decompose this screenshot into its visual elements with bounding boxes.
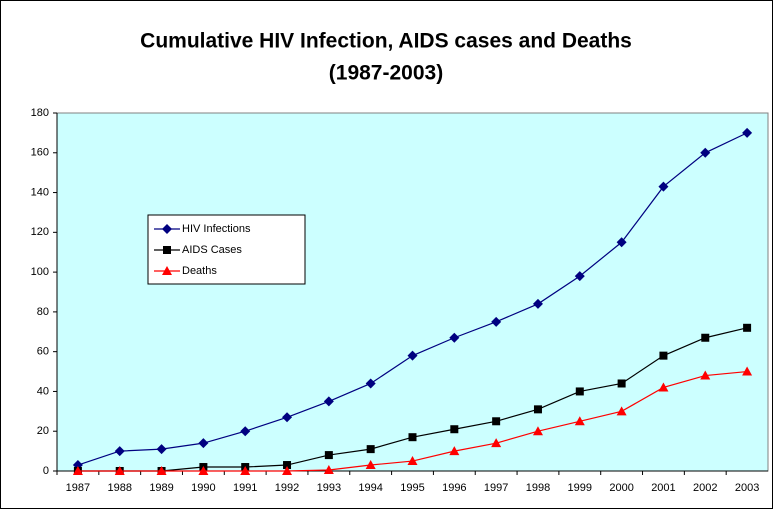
x-tick-label: 2003 [735, 482, 759, 494]
marker [156, 466, 167, 475]
marker [700, 147, 711, 158]
x-tick-label: 1998 [526, 482, 550, 494]
legend-label: HIV Infections [182, 223, 251, 235]
y-tick-label: 0 [43, 465, 49, 477]
marker [533, 405, 542, 414]
marker [659, 351, 668, 360]
marker [574, 271, 585, 282]
marker [491, 316, 502, 327]
x-tick-label: 1994 [358, 482, 382, 494]
x-tick-label: 1995 [400, 482, 424, 494]
marker [198, 466, 209, 475]
marker [366, 445, 375, 454]
marker [240, 426, 251, 437]
y-tick-label: 20 [37, 425, 49, 437]
marker [574, 416, 585, 426]
y-tick-label: 60 [37, 346, 49, 358]
x-tick-label: 2002 [693, 482, 717, 494]
marker [408, 433, 417, 442]
marker [283, 461, 292, 470]
marker [701, 333, 710, 342]
marker [658, 382, 669, 392]
marker [114, 466, 125, 475]
y-tick-label: 120 [31, 226, 49, 238]
x-tick-label: 1996 [442, 482, 466, 494]
marker [365, 460, 376, 470]
marker [198, 438, 209, 449]
marker [114, 446, 125, 457]
marker [449, 332, 460, 343]
marker [323, 465, 334, 475]
x-tick-label: 1997 [484, 482, 508, 494]
marker [616, 406, 627, 416]
marker [365, 378, 376, 389]
marker [742, 127, 753, 138]
y-tick-label: 160 [31, 147, 49, 159]
x-tick-label: 1993 [317, 482, 341, 494]
legend-label: AIDS Cases [182, 244, 242, 256]
plot-area [56, 112, 769, 472]
marker [282, 466, 293, 475]
marker [282, 412, 293, 423]
marker [162, 224, 172, 234]
x-tick-label: 1987 [66, 482, 90, 494]
marker [324, 451, 333, 460]
chart-title: Cumulative HIV Infection, AIDS cases and… [140, 30, 632, 53]
marker [617, 379, 626, 388]
x-tick-label: 2000 [609, 482, 633, 494]
marker [407, 350, 418, 361]
marker [323, 396, 334, 407]
marker [72, 466, 83, 475]
x-tick-label: 1992 [275, 482, 299, 494]
x-tick-label: 2001 [651, 482, 675, 494]
chart-title: (1987-2003) [329, 62, 443, 85]
marker [491, 438, 502, 448]
marker [449, 446, 460, 456]
marker [658, 181, 669, 192]
x-tick-label: 1988 [107, 482, 131, 494]
marker [156, 444, 167, 455]
marker [532, 426, 543, 436]
marker [162, 266, 172, 275]
y-tick-label: 80 [37, 306, 49, 318]
x-tick-label: 1999 [568, 482, 592, 494]
marker [492, 417, 501, 426]
marker [700, 370, 711, 380]
marker [240, 466, 251, 475]
marker [407, 456, 418, 466]
x-tick-label: 1989 [149, 482, 173, 494]
marker [742, 366, 753, 376]
x-tick-label: 1990 [191, 482, 215, 494]
y-tick-label: 180 [31, 107, 49, 119]
marker [575, 387, 584, 396]
marker [532, 298, 543, 309]
legend-label: Deaths [182, 265, 217, 277]
y-tick-label: 40 [37, 385, 49, 397]
marker [163, 246, 171, 254]
y-tick-label: 100 [31, 266, 49, 278]
x-tick-label: 1991 [233, 482, 257, 494]
y-tick-label: 140 [31, 186, 49, 198]
marker [616, 237, 627, 248]
marker [743, 323, 752, 332]
marker [450, 425, 459, 434]
